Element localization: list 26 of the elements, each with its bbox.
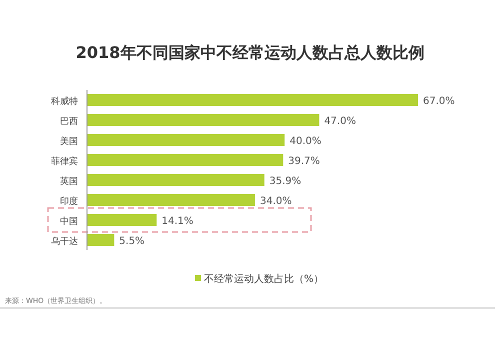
y-tick-label: 美国 bbox=[60, 136, 78, 147]
data-label: 67.0% bbox=[423, 96, 455, 107]
bar bbox=[87, 154, 284, 166]
data-label: 34.0% bbox=[260, 196, 292, 207]
data-label: 35.9% bbox=[269, 176, 302, 187]
y-tick-label: 菲律宾 bbox=[51, 156, 78, 167]
data-label: 47.0% bbox=[324, 116, 356, 127]
y-tick-label: 巴西 bbox=[60, 117, 78, 127]
bar bbox=[87, 94, 418, 106]
bar bbox=[87, 214, 157, 226]
bar bbox=[87, 234, 114, 246]
data-label: 40.0% bbox=[290, 136, 322, 147]
data-label: 14.1% bbox=[162, 216, 194, 227]
y-tick-label: 中国 bbox=[60, 216, 78, 227]
data-label: 39.7% bbox=[288, 156, 320, 167]
chart-title: 2018年不同国家中不经常运动人数占总人数比例 bbox=[76, 43, 424, 62]
y-tick-label: 英国 bbox=[60, 176, 78, 187]
legend: 不经常运动人数占比（%） bbox=[195, 274, 324, 285]
bar bbox=[87, 194, 255, 206]
y-tick-label: 印度 bbox=[60, 196, 78, 207]
y-tick-label: 乌干达 bbox=[51, 236, 78, 247]
bar bbox=[87, 114, 320, 126]
bar bbox=[87, 174, 264, 186]
bar bbox=[87, 134, 285, 146]
data-label: 5.5% bbox=[119, 236, 145, 247]
y-tick-label: 科威特 bbox=[51, 96, 78, 107]
